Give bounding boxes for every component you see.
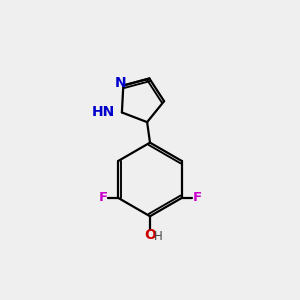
Text: N: N bbox=[115, 76, 127, 90]
Text: HN: HN bbox=[92, 106, 116, 119]
Text: F: F bbox=[193, 191, 202, 204]
Text: H: H bbox=[154, 230, 163, 243]
Text: F: F bbox=[98, 191, 107, 204]
Text: O: O bbox=[144, 227, 156, 242]
